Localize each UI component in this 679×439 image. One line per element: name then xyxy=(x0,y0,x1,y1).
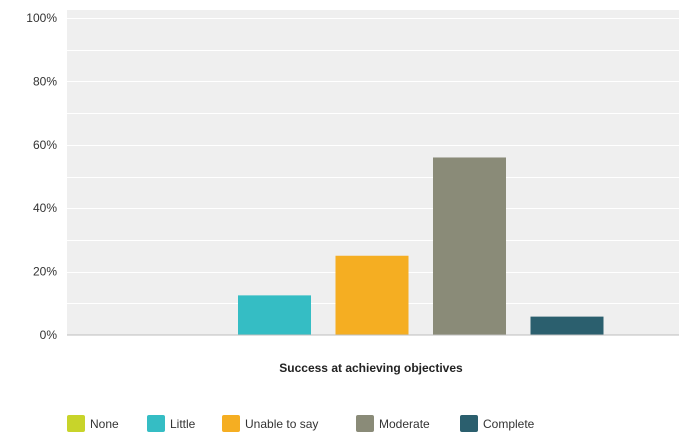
y-tick-label: 0% xyxy=(40,328,58,342)
legend-label: None xyxy=(90,417,119,431)
y-tick-label: 100% xyxy=(26,11,57,25)
bar-unable-to-say xyxy=(335,255,409,335)
legend: None Little Unable to say Moderate Complete xyxy=(67,415,535,432)
bar-moderate xyxy=(433,157,506,335)
legend-label: Complete xyxy=(483,417,535,431)
legend-label: Little xyxy=(170,417,196,431)
x-axis-title: Success at achieving objectives xyxy=(279,361,463,375)
legend-label: Moderate xyxy=(379,417,430,431)
legend-swatch xyxy=(460,415,478,432)
y-tick-label: 20% xyxy=(33,265,57,279)
legend-swatch xyxy=(356,415,374,432)
y-tick-label: 60% xyxy=(33,138,57,152)
bar-complete xyxy=(530,316,604,335)
legend-label: Unable to say xyxy=(245,417,318,431)
legend-swatch xyxy=(147,415,165,432)
bars xyxy=(238,157,604,335)
legend-swatch xyxy=(67,415,85,432)
y-tick-label: 80% xyxy=(33,74,57,88)
y-axis-ticks: 0% 20% 40% 60% 80% 100% xyxy=(26,11,57,342)
legend-swatch xyxy=(222,415,240,432)
bar-little xyxy=(238,295,311,335)
y-tick-label: 40% xyxy=(33,201,57,215)
